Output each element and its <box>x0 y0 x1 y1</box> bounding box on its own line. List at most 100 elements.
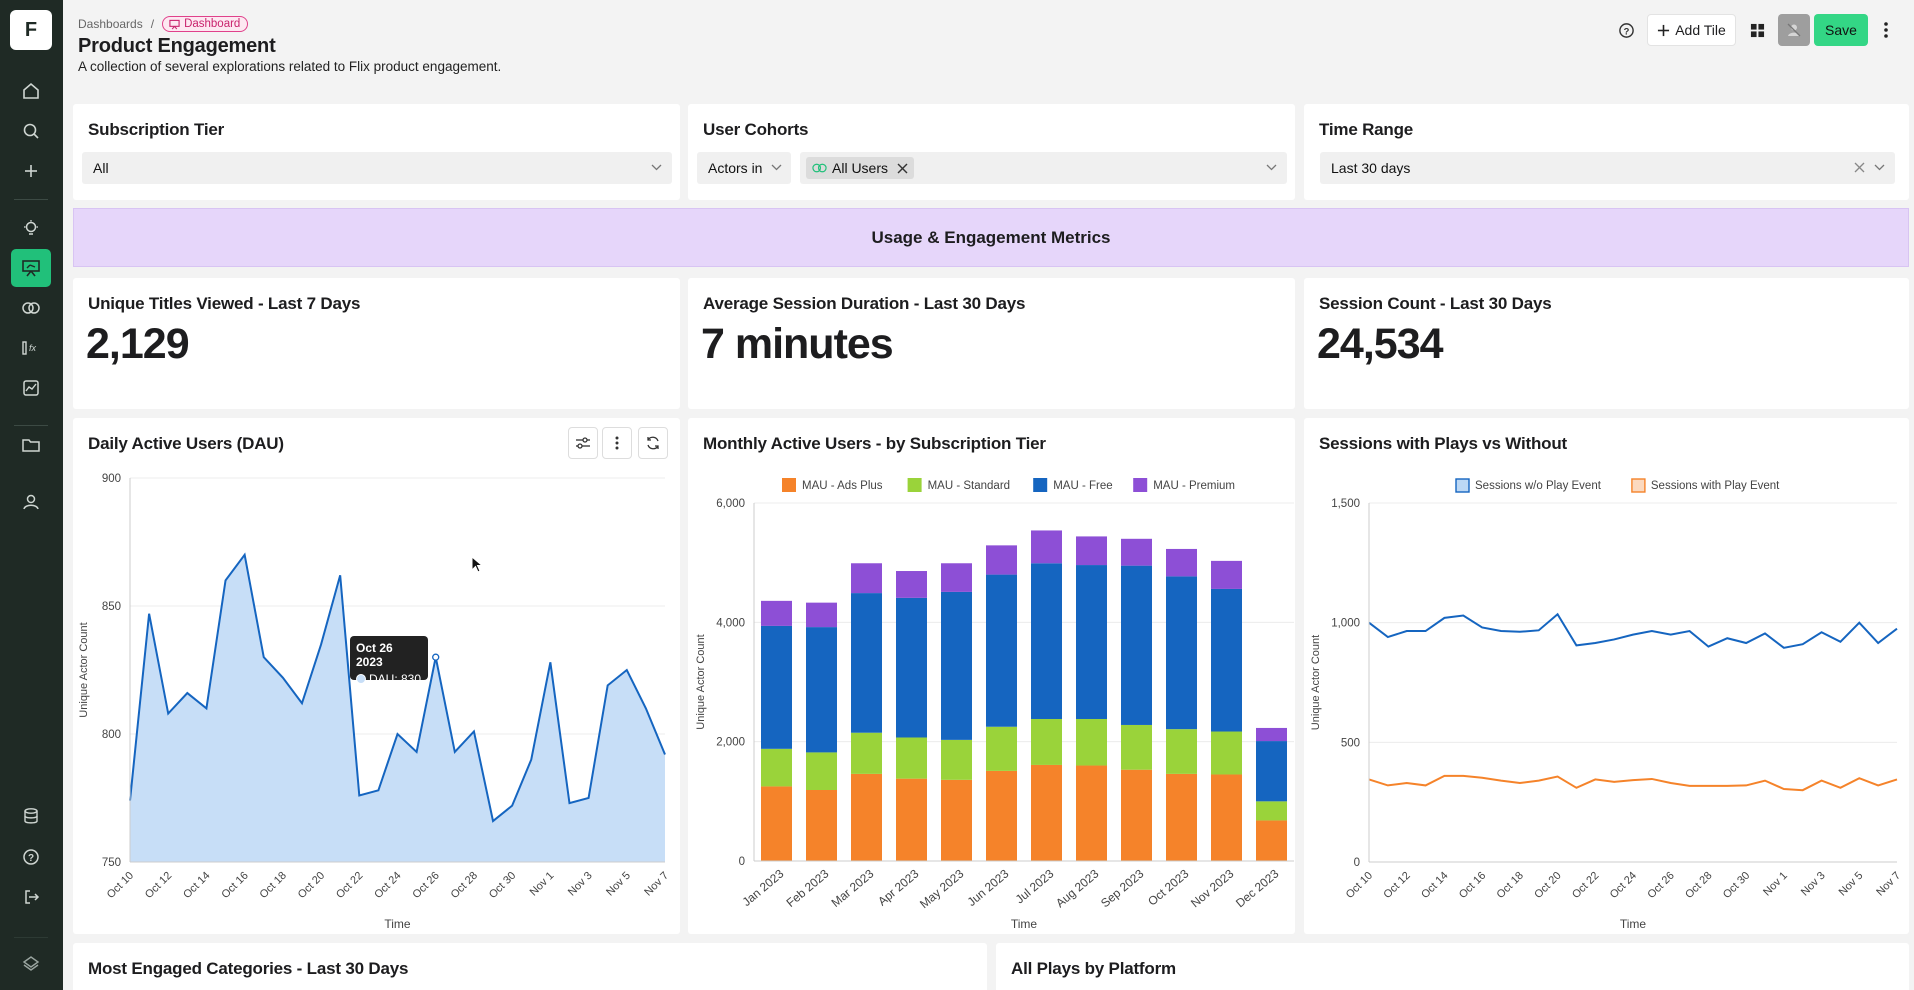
legend-swatch <box>1455 478 1470 493</box>
bar-segment <box>1166 548 1197 577</box>
chevron-down-icon <box>651 164 662 171</box>
y-tick-label: 0 <box>1354 857 1360 869</box>
x-tick-label: Oct 28 <box>1683 870 1714 901</box>
svg-text:?: ? <box>1623 26 1629 37</box>
database-icon[interactable] <box>11 797 51 835</box>
more-options-icon[interactable] <box>1874 14 1898 46</box>
plus-icon[interactable] <box>11 152 51 190</box>
refresh-icon[interactable] <box>638 427 668 459</box>
metric-title: Average Session Duration - Last 30 Days <box>703 294 1026 313</box>
logout-icon[interactable] <box>11 878 51 916</box>
help-icon[interactable]: ? <box>11 838 51 876</box>
x-tick-label: Mar 2023 <box>829 866 877 910</box>
tile-menu-icon[interactable] <box>602 427 632 459</box>
cohorts-icon <box>812 163 827 173</box>
x-tick-label: Apr 2023 <box>875 866 922 908</box>
y-axis-label: Unique Actor Count <box>1310 635 1322 730</box>
legend-swatch <box>782 478 796 492</box>
user-icon[interactable] <box>11 483 51 521</box>
dashboard-icon[interactable] <box>11 249 51 287</box>
series-line <box>1368 774 1898 792</box>
grid-layout-icon[interactable] <box>1742 14 1772 46</box>
lightbulb-icon[interactable] <box>11 209 51 247</box>
close-icon[interactable] <box>897 163 908 174</box>
cohort-mode-select[interactable]: Actors in <box>697 152 791 184</box>
x-tick-label: Oct 16 <box>219 870 250 901</box>
x-tick-label: Jul 2023 <box>1013 866 1057 906</box>
bar-segment <box>1256 741 1287 802</box>
filter-title: Time Range <box>1319 120 1414 139</box>
filter-time-range: Time Range Last 30 days <box>1304 104 1909 200</box>
legend-label: MAU - Free <box>1053 480 1112 492</box>
y-axis-label: Unique Actor Count <box>695 634 707 729</box>
bar-segment <box>761 625 792 749</box>
cohort-select[interactable]: All Users <box>800 152 1287 184</box>
bar-segment <box>941 591 972 740</box>
x-tick-label: Oct 16 <box>1457 870 1488 901</box>
x-tick-label: Feb 2023 <box>784 866 832 910</box>
add-tile-button[interactable]: Add Tile <box>1647 14 1736 46</box>
x-tick-label: Oct 14 <box>181 870 212 901</box>
svg-text:fx: fx <box>29 343 37 353</box>
data-point <box>432 653 440 661</box>
help-icon[interactable]: ? <box>1612 14 1640 46</box>
folder-icon[interactable] <box>11 426 51 464</box>
y-tick-label: 0 <box>739 856 745 868</box>
breadcrumb-dashboards[interactable]: Dashboards <box>78 17 143 31</box>
x-tick-label: Nov 1 <box>1761 870 1790 899</box>
bar-segment <box>851 732 882 774</box>
clear-icon[interactable] <box>1854 162 1865 173</box>
subscription-select[interactable]: All <box>82 152 672 184</box>
home-icon[interactable] <box>11 72 51 110</box>
mau-chart-card: Monthly Active Users - by Subscription T… <box>688 418 1295 934</box>
search-icon[interactable] <box>11 112 51 150</box>
x-tick-label: Sep 2023 <box>1098 866 1147 910</box>
filter-settings-icon[interactable] <box>568 427 598 459</box>
bar-segment <box>851 773 882 861</box>
page-title: Product Engagement <box>78 35 276 57</box>
bar-segment <box>941 563 972 592</box>
metrics-icon[interactable]: fx <box>11 329 51 367</box>
metric-card: Session Count - Last 30 Days 24,534 <box>1304 278 1909 409</box>
bar-segment <box>761 600 792 626</box>
x-tick-label: Oct 24 <box>372 870 403 901</box>
legend-label: MAU - Standard <box>928 480 1010 492</box>
cohorts-icon[interactable] <box>11 289 51 327</box>
bar-segment <box>986 545 1017 575</box>
chart-title: Daily Active Users (DAU) <box>88 434 284 453</box>
area-fill <box>130 554 665 862</box>
app-logo[interactable]: F <box>10 10 52 50</box>
save-button[interactable]: Save <box>1814 14 1868 46</box>
x-tick-label: Oct 26 <box>1645 870 1676 901</box>
bar-segment <box>806 752 837 790</box>
bar-segment <box>806 602 837 628</box>
legend-swatch <box>1133 478 1148 492</box>
bar-segment <box>941 739 972 780</box>
legend-label: MAU - Ads Plus <box>802 480 883 492</box>
cohort-tag: All Users <box>806 157 915 179</box>
section-banner-title: Usage & Engagement Metrics <box>871 227 1111 247</box>
time-range-select[interactable]: Last 30 days <box>1320 152 1895 184</box>
x-tick-label: Oct 24 <box>1608 870 1639 901</box>
filter-title: User Cohorts <box>703 120 809 139</box>
chart-icon[interactable] <box>11 369 51 407</box>
bar-segment <box>851 563 882 594</box>
x-tick-label: Oct 12 <box>143 870 174 901</box>
legend-label: Sessions with Play Event <box>1651 480 1780 492</box>
hide-user-icon[interactable] <box>1778 14 1810 46</box>
bar-segment <box>896 778 927 861</box>
bar-segment <box>896 597 927 738</box>
x-tick-label: Jun 2023 <box>965 866 1012 909</box>
metric-value: 7 minutes <box>701 320 894 368</box>
bar-segment <box>1166 729 1197 774</box>
metric-card: Unique Titles Viewed - Last 7 Days 2,129 <box>73 278 680 409</box>
bar-segment <box>1256 820 1287 861</box>
y-tick-label: 6,000 <box>716 498 745 510</box>
dau-chart[interactable]: 750 800 850 900 Oct 10 Oct 12 Oct 14 Oct 16 Oct … <box>73 418 680 934</box>
legend-swatch <box>1033 478 1048 492</box>
x-tick-label: Oct 30 <box>487 870 518 901</box>
bar-segment <box>1121 538 1152 566</box>
tooltip-swatch <box>356 674 366 684</box>
